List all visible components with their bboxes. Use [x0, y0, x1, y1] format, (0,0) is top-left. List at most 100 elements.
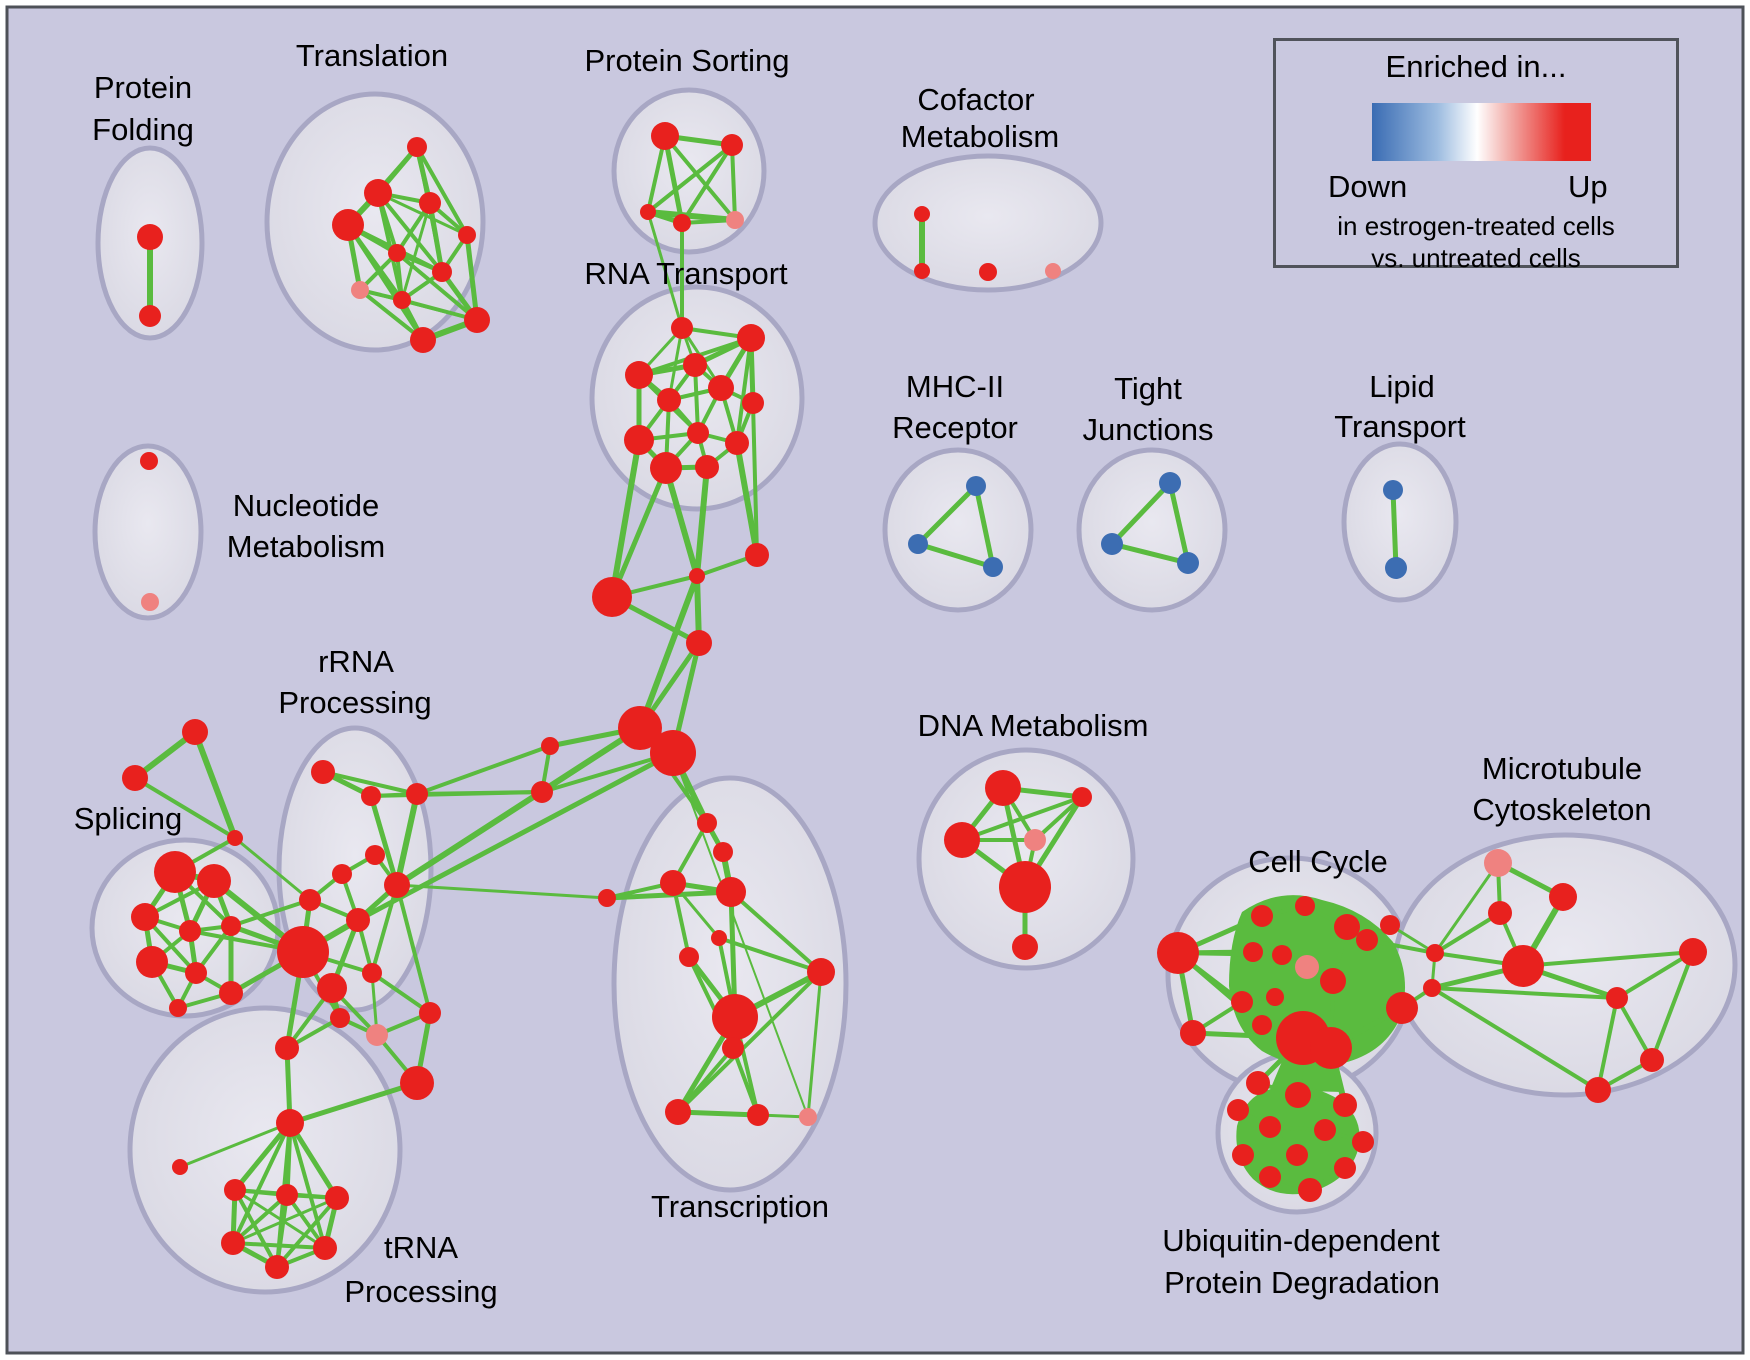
node-nm2 — [141, 593, 159, 611]
node-mc1 — [1484, 849, 1512, 877]
node-mc7 — [1640, 1048, 1664, 1072]
node-ub9 — [1286, 1144, 1308, 1166]
legend-caption-line1: in estrogen-treated cells — [1337, 211, 1615, 241]
node-r4 — [365, 845, 385, 865]
legend-title: Enriched in... — [1385, 49, 1567, 84]
node-t4 — [332, 209, 364, 241]
cluster-ellipse-lipid-transport — [1341, 441, 1459, 603]
node-sp2 — [197, 864, 231, 898]
edge-b1-b3 — [973, 483, 996, 570]
legend-caption-line2: vs. untreated cells — [1371, 243, 1581, 273]
node-d6 — [1012, 934, 1038, 960]
node-b6 — [1177, 552, 1199, 574]
node-tc11 — [747, 1104, 769, 1126]
node-pf1 — [137, 224, 163, 250]
node-m2 — [745, 543, 769, 567]
edge-ps2-ps5 — [730, 143, 737, 222]
cluster-label-tight-junctions-line1: Tight — [1114, 371, 1182, 406]
cluster-label-protein-folding-line2: Folding — [92, 112, 194, 147]
cluster-label-protein-sorting: Protein Sorting — [584, 43, 789, 78]
node-t10 — [464, 307, 490, 333]
node-mc8 — [1585, 1077, 1611, 1103]
cluster-label-cell-cycle: Cell Cycle — [1248, 844, 1388, 879]
node-tc12 — [799, 1108, 817, 1126]
node-t9 — [393, 291, 411, 309]
node-cm1 — [914, 206, 930, 222]
node-rt3 — [683, 353, 707, 377]
node-jx2 — [1423, 979, 1441, 997]
edge-m9-r6 — [395, 883, 609, 900]
edge-tc7-tc10 — [676, 970, 823, 1114]
cluster-label-transcription: Transcription — [651, 1189, 829, 1224]
node-r16 — [419, 1002, 441, 1024]
edge-tc9-tc10 — [676, 1046, 735, 1114]
edge-jx2-mc5 — [1430, 986, 1619, 1000]
node-cc14 — [1310, 1027, 1352, 1069]
node-cc4 — [1295, 896, 1315, 916]
edge-b4-b5 — [1109, 480, 1173, 547]
cluster-label-dna-metabolism: DNA Metabolism — [918, 708, 1149, 743]
node-t5 — [458, 226, 476, 244]
node-t7 — [432, 262, 452, 282]
cluster-label-translation: Translation — [296, 38, 448, 73]
node-tc4 — [716, 877, 746, 907]
node-jx1 — [1426, 944, 1444, 962]
node-rt2 — [737, 324, 765, 352]
cluster-ellipse-mhc-ii-receptor — [882, 447, 1034, 613]
edge-tn1-tn2 — [232, 1120, 293, 1193]
node-r6 — [384, 872, 410, 898]
node-mc4 — [1502, 945, 1544, 987]
node-ub11 — [1298, 1178, 1322, 1202]
node-rt1 — [671, 317, 693, 339]
edge-m1-m5 — [637, 573, 700, 731]
edge-mc5-mc8 — [1596, 996, 1619, 1092]
edge-b2-b3 — [915, 541, 996, 570]
edge-r2-r6 — [368, 793, 400, 888]
node-d1 — [985, 770, 1021, 806]
node-b7 — [1383, 480, 1403, 500]
edge-jx1-mc3 — [1433, 911, 1502, 955]
node-ub12 — [1334, 1157, 1356, 1179]
cluster-label-mhc-ii-receptor-line2: Receptor — [892, 410, 1018, 445]
node-sA — [182, 719, 208, 745]
node-tc1 — [697, 813, 717, 833]
node-tc9 — [722, 1037, 744, 1059]
node-tn3 — [276, 1184, 298, 1206]
edge-tc4-tc7 — [729, 890, 823, 974]
node-cc11 — [1266, 988, 1284, 1006]
cluster-label-rrna-processing-line1: rRNA — [318, 644, 394, 679]
edge-m7-r3 — [415, 744, 552, 796]
node-m5 — [618, 706, 662, 750]
edge-ps3-ps5 — [645, 209, 738, 223]
node-b3 — [983, 557, 1003, 577]
edge-mc6-mc7 — [1650, 950, 1695, 1062]
node-tn0 — [172, 1159, 188, 1175]
cluster-label-rrna-processing-line2: Processing — [278, 685, 431, 720]
node-cc16 — [1380, 915, 1400, 935]
legend-down-label: Down — [1328, 169, 1408, 204]
node-m9 — [598, 889, 616, 907]
edge-tn4-tn7 — [275, 1196, 339, 1269]
edge-rt12-m1 — [694, 464, 710, 579]
node-tn1 — [276, 1109, 304, 1137]
node-r9 — [277, 926, 329, 978]
edge-tn4-tn5 — [231, 1196, 339, 1245]
edge-jx2-mc8 — [1430, 986, 1600, 1092]
edge-sC-r7 — [233, 836, 312, 902]
node-sp1 — [154, 851, 196, 893]
edge-ps3-rt1 — [646, 210, 684, 330]
node-ps5 — [726, 211, 744, 229]
node-t11 — [410, 327, 436, 353]
node-r18 — [275, 1036, 299, 1060]
node-ps4 — [673, 214, 691, 232]
node-t6 — [388, 244, 406, 262]
node-tc3 — [660, 870, 686, 896]
node-sp7 — [185, 962, 207, 984]
node-r17 — [330, 1008, 350, 1028]
node-rt11 — [650, 452, 682, 484]
node-cc6 — [1243, 942, 1263, 962]
edge-ps1-ps4 — [662, 133, 685, 226]
edge-r7-sp5 — [229, 898, 312, 928]
node-m1 — [689, 568, 705, 584]
